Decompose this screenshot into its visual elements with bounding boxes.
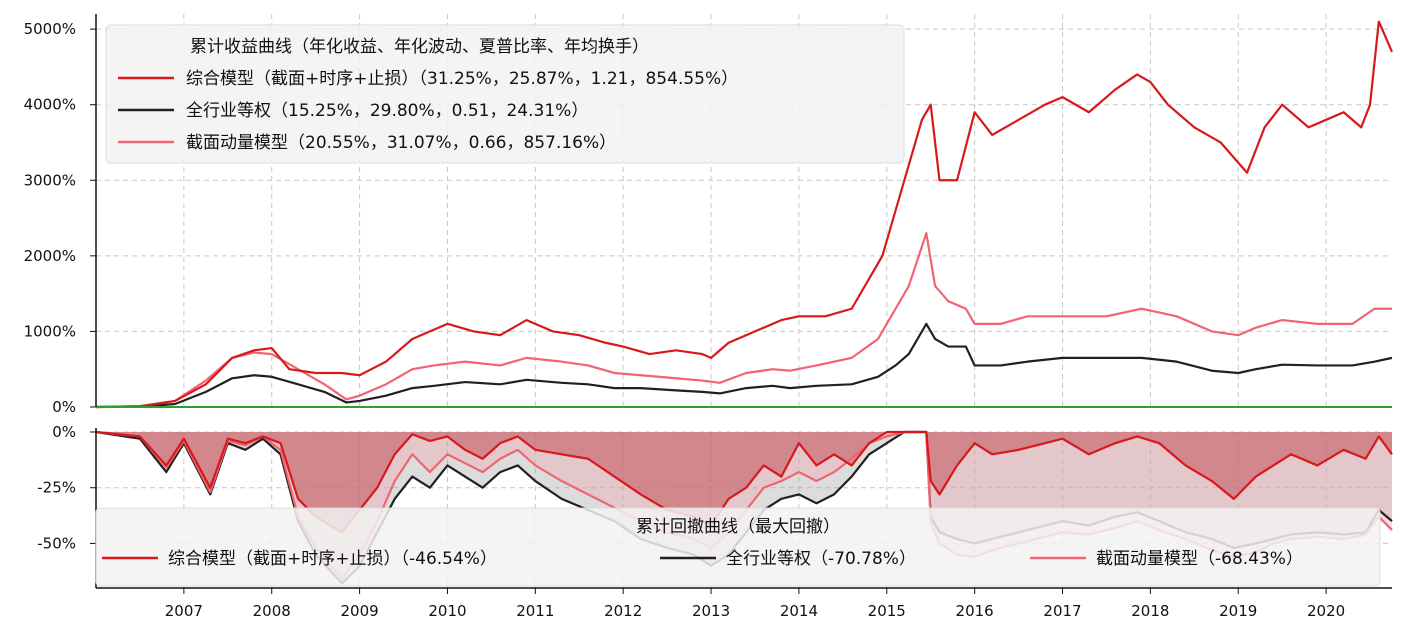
top-y-tick-label-3: 3000%: [24, 171, 76, 189]
top-y-tick-label-0: 0%: [52, 398, 76, 416]
x-tick-label-5: 2012: [604, 602, 642, 620]
bottom-y-tick-label-1: -25%: [37, 479, 76, 497]
cumulative-return-lines: [95, 20, 1394, 409]
bottom-y-tick-label-0: 0%: [52, 423, 76, 441]
return-line-momentum: [95, 232, 1392, 409]
legend-label-composite: 综合模型（截面+时序+止损）（31.25%，25.87%，1.21，854.55…: [186, 69, 738, 89]
top-y-tick-label-5: 5000%: [24, 20, 76, 38]
bottom-legend-box: [95, 507, 1381, 587]
x-tick-label-12: 2019: [1219, 602, 1257, 620]
x-tick-label-13: 2020: [1307, 602, 1345, 620]
legend-label-industry: 全行业等权（15.25%，29.80%，0.51，24.31%）: [186, 101, 588, 121]
drawdown-area-composite: [96, 432, 1392, 533]
return-line-composite: [95, 20, 1394, 409]
bottom-legend-label-composite: 综合模型（截面+时序+止损）（-46.54%）: [168, 549, 497, 569]
bottom-legend-label-momentum: 截面动量模型（-68.43%）: [1096, 549, 1303, 569]
x-tick-label-7: 2014: [780, 602, 818, 620]
drawdown-area-momentum: [96, 432, 1392, 580]
x-tick-label-3: 2010: [428, 602, 466, 620]
x-tick-label-2: 2009: [340, 602, 378, 620]
tick-labels: 0% 1000% 2000% 3000% 4000% 5000% 0% -25% -50% 200…: [24, 20, 1346, 620]
x-tick-label-8: 2015: [868, 602, 906, 620]
top-legend-title: 累计收益曲线（年化收益、年化波动、夏普比率、年均换手）: [190, 37, 649, 57]
x-tick-label-9: 2016: [956, 602, 994, 620]
return-line-industry: [95, 322, 1393, 409]
top-y-tick-label-2: 2000%: [24, 247, 76, 265]
bottom-legend-label-industry: 全行业等权（-70.78%）: [726, 549, 916, 569]
bottom-legend-title: 累计回撤曲线（最大回撤）: [636, 517, 840, 537]
top-legend-box: [105, 24, 905, 164]
x-tick-label-6: 2013: [692, 602, 730, 620]
x-tick-label-4: 2011: [516, 602, 554, 620]
bottom-y-tick-label-2: -50%: [37, 534, 76, 552]
top-y-tick-label-4: 4000%: [24, 96, 76, 114]
x-tick-label-0: 2007: [165, 602, 203, 620]
top-y-tick-label-1: 1000%: [24, 322, 76, 340]
x-tick-label-11: 2018: [1131, 602, 1169, 620]
bottom-legend: 累计回撤曲线（最大回撤） 综合模型（截面+时序+止损）（-46.54%） 全行业…: [95, 507, 1381, 587]
top-legend: 累计收益曲线（年化收益、年化波动、夏普比率、年均换手） 综合模型（截面+时序+止…: [105, 24, 905, 164]
legend-label-momentum: 截面动量模型（20.55%，31.07%，0.66，857.16%）: [186, 133, 616, 153]
x-tick-label-1: 2008: [253, 602, 291, 620]
x-tick-label-10: 2017: [1043, 602, 1081, 620]
